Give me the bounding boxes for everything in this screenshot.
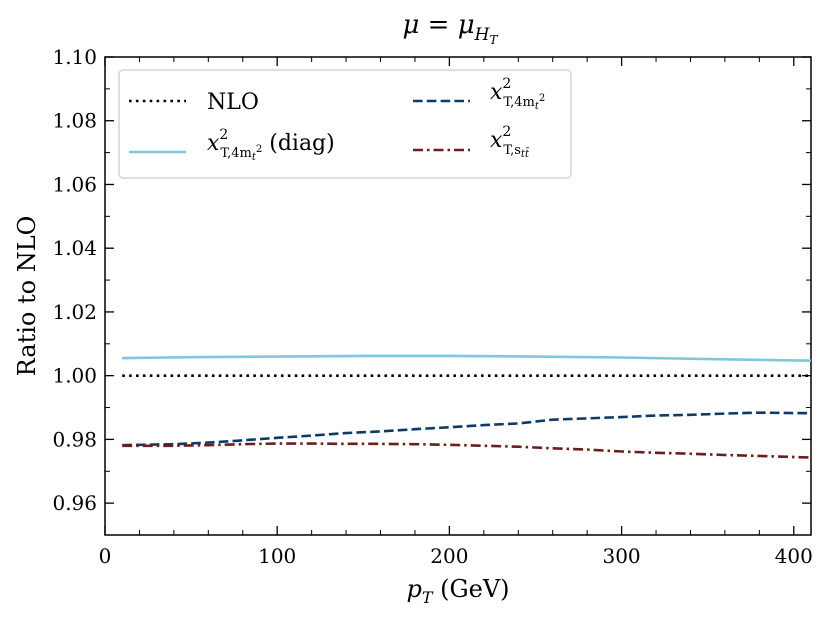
y-tick-label: 1.10: [52, 45, 97, 69]
x-tick-label: 0: [99, 544, 112, 568]
legend-label-nlo: NLO: [207, 90, 259, 115]
y-tick-label: 0.96: [52, 491, 97, 515]
x-axis-label-unit: (GeV): [432, 575, 509, 603]
title-rhs: μ: [458, 10, 475, 40]
title-subsub: T: [489, 33, 498, 47]
series-4mt: [122, 411, 812, 447]
x-tick-label: 100: [258, 544, 296, 568]
title-eq: =: [419, 10, 457, 40]
series-diag: [122, 354, 812, 362]
x-tick-label: 400: [775, 544, 813, 568]
y-tick-label: 1.04: [52, 236, 97, 260]
y-tick-label: 1.06: [52, 172, 97, 196]
y-tick-label: 0.98: [52, 427, 97, 451]
x-axis-label-sub: T: [422, 588, 434, 607]
x-tick-label: 200: [430, 544, 468, 568]
x-tick-label: 300: [602, 544, 640, 568]
legend-label-diag: x2 T,4mt2 (diag): [207, 127, 335, 163]
x-axis-label-var: p: [406, 575, 421, 603]
legend: NLO x2 T,4mt2 (diag) x2 T,4mt2 x2 T,stt̄: [118, 69, 572, 179]
axis-tick-labels: 0 100 200 300 400 0.96 0.98 1.00 1.02 1.04 1.06 1.0…: [52, 45, 812, 568]
chart-title: μ = μHT: [403, 10, 499, 47]
y-tick-label: 1.08: [52, 109, 97, 133]
title-sub: H: [474, 25, 491, 45]
axis-ticks: [104, 56, 811, 536]
plot-frame: [104, 56, 812, 536]
legend-label-4mt: x2 T,4mt2: [490, 76, 545, 112]
title-lhs: μ: [403, 10, 420, 40]
series-stt: [122, 442, 812, 459]
y-tick-label: 1.00: [52, 364, 97, 388]
y-axis-label: Ratio to NLO: [13, 216, 41, 377]
legend-label-stt: x2 T,stt̄: [490, 124, 530, 160]
y-tick-label: 1.02: [52, 300, 97, 324]
series-layer: [122, 354, 812, 459]
x-axis-label: pT (GeV): [406, 575, 509, 607]
